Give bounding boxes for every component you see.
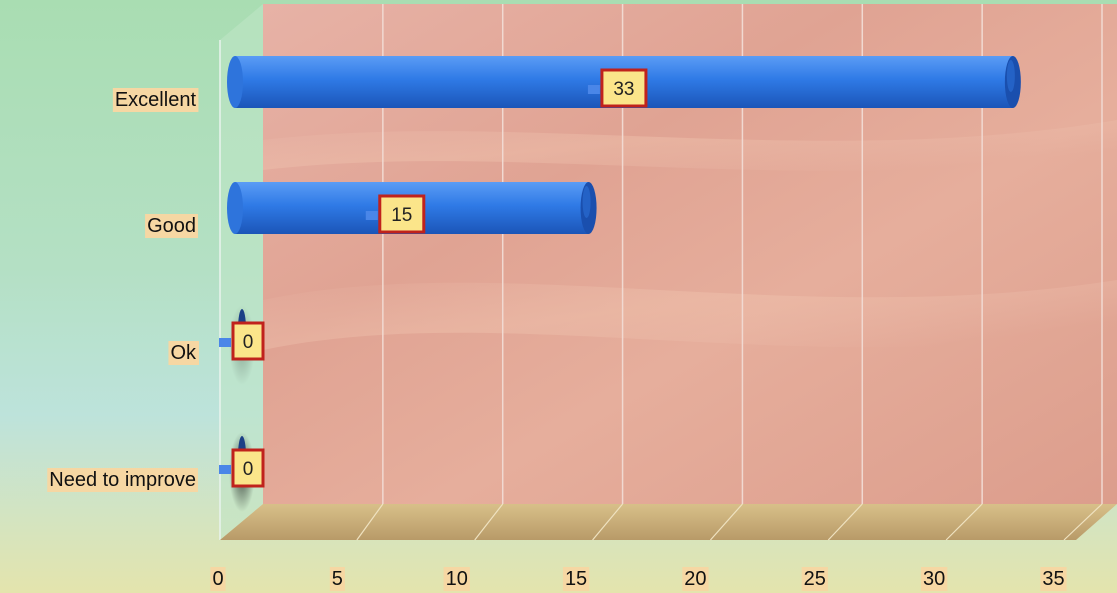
category-label: Ok [168, 341, 199, 365]
data-label: 0 [219, 448, 265, 488]
wall-texture [263, 120, 1117, 171]
x-tick-label-bg [329, 567, 345, 591]
category-label: Good [145, 214, 198, 238]
bar-start-cap [227, 182, 243, 234]
x-tick-label-bg [921, 567, 948, 591]
x-axis-ticks: 0 5 10 15 20 25 30 35 [210, 567, 1067, 591]
x-tick-label-bg [682, 567, 709, 591]
side-wall [220, 4, 263, 540]
x-tick-label-text: 35 [1042, 568, 1064, 590]
bars-layer: 33 15 0 0 [219, 56, 1021, 512]
category-label: Need to improve [47, 468, 198, 492]
x-tick-label: 25 [801, 567, 828, 591]
data-label: 33 [587, 68, 648, 108]
bar-end-highlight [582, 186, 591, 218]
label-marker [587, 85, 600, 94]
x-tick-label-text: 0 [212, 568, 223, 590]
data-label-text: 15 [391, 205, 412, 226]
data-label-box [600, 68, 648, 108]
category-label-bg [168, 341, 199, 365]
data-label-box [378, 194, 426, 234]
floor-gridline [474, 503, 504, 541]
floor-gridline [945, 503, 983, 541]
category-label-text: Excellent [115, 89, 197, 111]
x-tick-label-text: 20 [684, 568, 706, 590]
floor [220, 504, 1117, 540]
x-tick-label: 5 [329, 567, 345, 591]
x-tick-label: 30 [921, 567, 948, 591]
category-label: Excellent [112, 88, 199, 112]
category-label-text: Ok [170, 342, 197, 364]
floor-gridline [592, 503, 624, 541]
x-tick-label-bg [562, 567, 590, 591]
bar-start-cap [227, 56, 243, 108]
category-label-bg [112, 88, 199, 112]
x-tick-label: 35 [1040, 567, 1067, 591]
x-tick-label-bg [1040, 567, 1067, 591]
category-labels: Excellent Good Ok Need to improve [47, 88, 199, 492]
floor-gridline [709, 503, 743, 541]
label-marker [219, 338, 231, 347]
floor-gridline [827, 503, 863, 541]
category-label-bg [145, 214, 198, 238]
label-marker [219, 465, 231, 474]
floor-gridline [356, 503, 384, 541]
x-tick-label: 15 [562, 567, 590, 591]
bar-end-highlight [1006, 60, 1015, 92]
x-tick-label-text: 10 [446, 568, 468, 590]
x-tick-label-bg [801, 567, 828, 591]
x-tick-label-text: 5 [332, 568, 343, 590]
data-label-box [231, 448, 265, 488]
data-label-text: 33 [613, 79, 634, 100]
x-tick-label-text: 15 [565, 568, 587, 590]
category-label-bg [47, 468, 198, 492]
x-tick-label-bg [443, 567, 470, 591]
x-tick-label: 10 [443, 567, 470, 591]
x-tick-label: 0 [210, 567, 226, 591]
label-marker [365, 211, 378, 220]
x-tick-label-bg [210, 567, 226, 591]
floor-gridline [1063, 503, 1103, 541]
category-label-text: Need to improve [49, 469, 196, 491]
data-label-text: 0 [243, 332, 254, 353]
data-label: 15 [365, 194, 426, 234]
x-tick-label: 20 [682, 567, 709, 591]
x-tick-label-text: 30 [923, 568, 945, 590]
x-tick-label-text: 25 [804, 568, 826, 590]
data-label: 0 [219, 321, 265, 361]
wall-texture [263, 280, 1117, 350]
data-label-box [231, 321, 265, 361]
data-label-text: 0 [243, 459, 254, 480]
category-label-text: Good [147, 215, 196, 237]
